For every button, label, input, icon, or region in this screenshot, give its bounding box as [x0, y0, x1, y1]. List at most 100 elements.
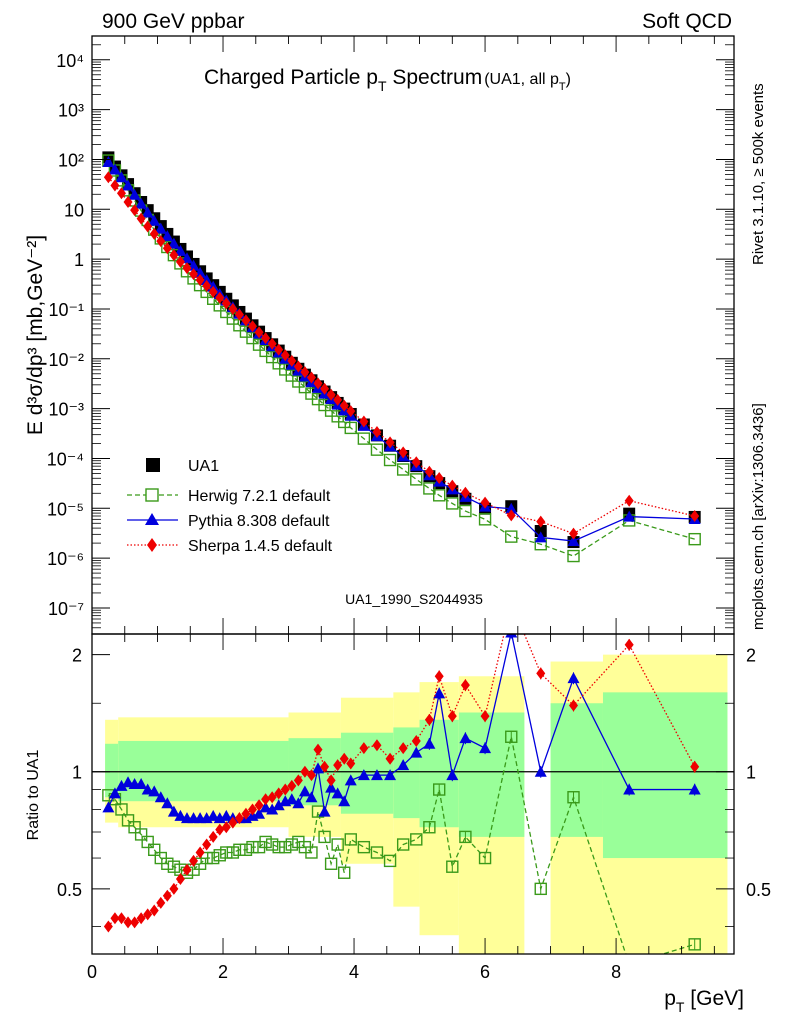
legend-label-sherpa: Sherpa 1.4.5 default [188, 538, 333, 555]
main-point-sherpa [326, 388, 336, 401]
ratio-point-herwig [567, 791, 580, 804]
ratio-point-sherpa [460, 679, 470, 692]
ratio-ytick-label-right: 2 [746, 646, 756, 666]
ratio-point-sherpa [280, 783, 290, 796]
ratio-point-herwig [272, 840, 285, 854]
main-point-sherpa [346, 405, 356, 418]
main-point-sherpa [385, 436, 395, 449]
ratio-point-pythia [292, 797, 305, 809]
main-point-herwig [459, 504, 472, 518]
legend-marker-herwig [145, 488, 159, 502]
ratio-point-pythia [220, 809, 233, 821]
main-point-sherpa [241, 314, 251, 327]
ratio-point-sherpa [398, 742, 408, 755]
main-point-pythia [115, 171, 128, 183]
ratio-point-herwig [423, 821, 436, 834]
main-point-herwig [344, 421, 357, 435]
band-inner-7 [550, 703, 603, 837]
ratio-point-sherpa [156, 896, 166, 909]
ratio-point-herwig [410, 833, 423, 846]
ratio-point-herwig [383, 854, 397, 868]
legend: UA1 Herwig 7.2.1 default Pythia 8.308 de… [127, 458, 333, 555]
main-point-pythia [174, 244, 187, 256]
ratio-point-sherpa [175, 873, 185, 886]
ratio-point-pythia [259, 801, 272, 813]
main-point-sherpa [690, 509, 700, 522]
main-point-sherpa [306, 371, 316, 384]
main-point-sherpa [359, 415, 369, 428]
ratio-point-sherpa [208, 830, 218, 843]
ratio-ytick-label: 1 [72, 763, 82, 783]
legend-label-ua1: UA1 [188, 458, 219, 475]
main-point-herwig [396, 463, 410, 476]
ratio-point-sherpa [149, 904, 159, 917]
mcplots-label: mcplots.cern.ch [arXiv:1306.3436] [750, 403, 767, 630]
ratio-point-herwig [331, 838, 344, 851]
ratio-point-herwig [220, 846, 233, 859]
ratio-point-herwig [478, 851, 492, 865]
main-ytick-label: 1 [74, 250, 84, 270]
main-point-sherpa [287, 354, 297, 367]
ratio-point-herwig [206, 851, 220, 865]
ratio-point-pythia [141, 783, 154, 795]
ratio-point-herwig [534, 882, 547, 896]
main-point-pythia [135, 197, 148, 209]
ratio-point-herwig [167, 860, 181, 873]
ratio-point-pythia [433, 687, 446, 699]
main-point-sherpa [434, 472, 444, 485]
ratio-point-herwig [134, 828, 148, 841]
ratio-point-pythia [325, 781, 338, 793]
ratio-point-herwig [246, 840, 259, 854]
ratio-point-sherpa [202, 838, 212, 851]
ratio-point-pythia [505, 634, 518, 638]
ratio-point-sherpa [267, 791, 277, 804]
main-point-sherpa [333, 393, 343, 406]
ratio-point-sherpa [320, 760, 330, 773]
ratio-point-sherpa [624, 638, 634, 651]
ratio-point-pythia [446, 769, 459, 781]
header-left: 900 GeV ppbar [102, 10, 244, 33]
main-point-herwig [567, 549, 580, 563]
main-point-sherpa [320, 382, 330, 395]
ratio-point-sherpa [411, 734, 421, 747]
ratio-point-herwig [128, 821, 141, 834]
ratio-point-pythia [167, 805, 180, 817]
ratio-point-pythia [397, 759, 410, 771]
ratio-point-herwig [285, 838, 299, 851]
ratio-point-herwig [265, 838, 279, 851]
ratio-point-herwig [259, 835, 272, 849]
main-ytick-label: 10⁻⁷ [48, 599, 84, 619]
ratio-point-pythia [410, 746, 423, 758]
main-point-sherpa [480, 496, 490, 509]
main-point-herwig [423, 482, 436, 495]
main-point-sherpa [123, 195, 133, 208]
main-point-sherpa [149, 227, 159, 240]
ratio-point-pythia [285, 793, 298, 805]
ratio-point-pythia [122, 776, 135, 788]
main-ytick-label: 10⁻⁵ [47, 499, 84, 519]
band-inner-6 [458, 712, 525, 837]
ratio-point-herwig [396, 838, 410, 851]
ratio-point-sherpa [241, 807, 251, 820]
main-point-herwig [370, 443, 384, 456]
main-point-pythia [122, 179, 135, 191]
ratio-point-pythia [207, 809, 220, 821]
main-point-sherpa [202, 279, 212, 292]
ratio-point-sherpa [536, 667, 546, 680]
ratio-point-herwig [239, 843, 253, 857]
legend-label-herwig: Herwig 7.2.1 default [188, 488, 331, 505]
main-point-sherpa [248, 320, 257, 333]
ratio-point-sherpa [326, 774, 336, 787]
ratio-point-herwig [233, 843, 246, 857]
ratio-point-sherpa [333, 759, 343, 772]
ratio-point-sherpa [569, 699, 578, 712]
ratio-point-sherpa [287, 779, 297, 792]
main-point-herwig [478, 513, 492, 526]
ratio-point-sherpa [385, 752, 395, 765]
ratio-ytick-label: 0.5 [57, 880, 82, 900]
band-inner-8 [602, 692, 728, 859]
x-axis-label: pT [GeV] [664, 987, 744, 1015]
ratio-point-herwig [446, 860, 459, 873]
main-point-sherpa [182, 262, 192, 275]
main-point-sherpa [143, 220, 153, 233]
